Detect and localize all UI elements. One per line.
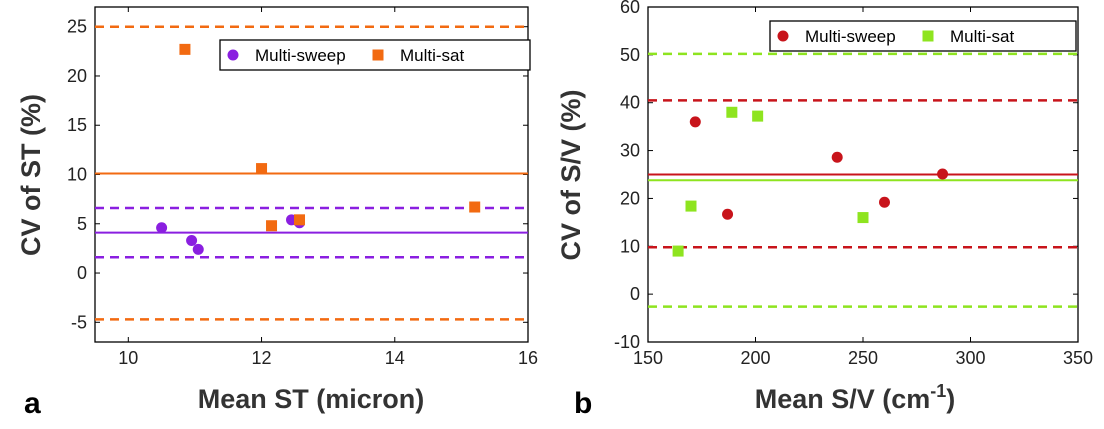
- y-tick-label: 15: [67, 115, 87, 135]
- x-axis-title: Mean ST (micron): [198, 384, 425, 414]
- y-tick-label: 10: [67, 165, 87, 185]
- data-point-square: [726, 106, 738, 118]
- y-tick-label: 30: [620, 141, 640, 161]
- x-tick-label: 200: [740, 348, 770, 368]
- y-axis-title: CV of ST (%): [16, 94, 46, 256]
- legend: Multi-sweep Multi-sat: [769, 20, 1077, 52]
- legend-label: Multi-sat: [950, 27, 1015, 46]
- y-tick-label: 60: [620, 0, 640, 17]
- x-tick-label: 12: [252, 348, 272, 368]
- legend-marker-circle: [777, 30, 789, 42]
- y-tick-label: 5: [77, 214, 87, 234]
- x-tick-label: 10: [118, 348, 138, 368]
- legend-marker-square: [922, 30, 934, 42]
- y-tick-label: 10: [620, 236, 640, 256]
- data-point-circle: [689, 116, 701, 128]
- y-tick-label: -5: [71, 312, 87, 332]
- y-tick-label: -10: [614, 332, 640, 352]
- panel-letter: a: [24, 387, 41, 420]
- legend-label: Multi-sweep: [255, 46, 346, 65]
- y-tick-label: 0: [77, 263, 87, 283]
- legend-marker-square: [372, 49, 384, 61]
- panel-b: 150 200 250 300 350 -10 0 10 20 30 40 50 60 Multi-swe…: [556, 0, 1093, 420]
- x-tick-label: 14: [385, 348, 405, 368]
- panel-letter: b: [574, 387, 592, 420]
- data-point-circle: [186, 235, 198, 247]
- data-point-square: [752, 110, 764, 122]
- data-point-square: [672, 245, 684, 257]
- data-point-square: [685, 200, 697, 212]
- data-point-square: [179, 43, 191, 55]
- data-point-square: [469, 201, 481, 213]
- y-tick-label: 0: [630, 284, 640, 304]
- data-point-circle: [879, 196, 890, 208]
- x-tick-label: 16: [518, 348, 538, 368]
- x-axis-title-superscript: -1: [930, 381, 946, 401]
- panel-a: 10 12 14 16 -5 0 5 10 15 20 25 Multi-sweep Multi-sat…: [16, 6, 538, 420]
- x-axis-title: Mean S/V (cm-1): [755, 381, 956, 414]
- y-axis-title: CV of S/V (%): [556, 89, 586, 260]
- x-tick-label: 150: [633, 348, 663, 368]
- data-point-circle: [722, 208, 734, 220]
- data-point-circle: [937, 168, 949, 180]
- data-point-square: [256, 163, 268, 175]
- data-point-square: [294, 214, 306, 226]
- y-tick-label: 50: [620, 45, 640, 65]
- x-tick-label: 250: [848, 348, 878, 368]
- y-tick-label: 20: [620, 188, 640, 208]
- legend-marker-circle: [227, 49, 239, 61]
- legend: Multi-sweep Multi-sat: [219, 39, 531, 71]
- data-point-square: [857, 212, 869, 224]
- legend-label: Multi-sat: [400, 46, 465, 65]
- y-tick-label: 25: [67, 17, 87, 37]
- x-tick-label: 350: [1063, 348, 1093, 368]
- data-point-square: [266, 220, 278, 232]
- y-tick-label: 20: [67, 66, 87, 86]
- data-point-circle: [192, 243, 204, 255]
- y-tick-label: 40: [620, 93, 640, 113]
- data-point-circle: [156, 222, 168, 234]
- legend-label: Multi-sweep: [805, 27, 896, 46]
- data-point-circle: [831, 151, 843, 163]
- x-tick-label: 300: [955, 348, 985, 368]
